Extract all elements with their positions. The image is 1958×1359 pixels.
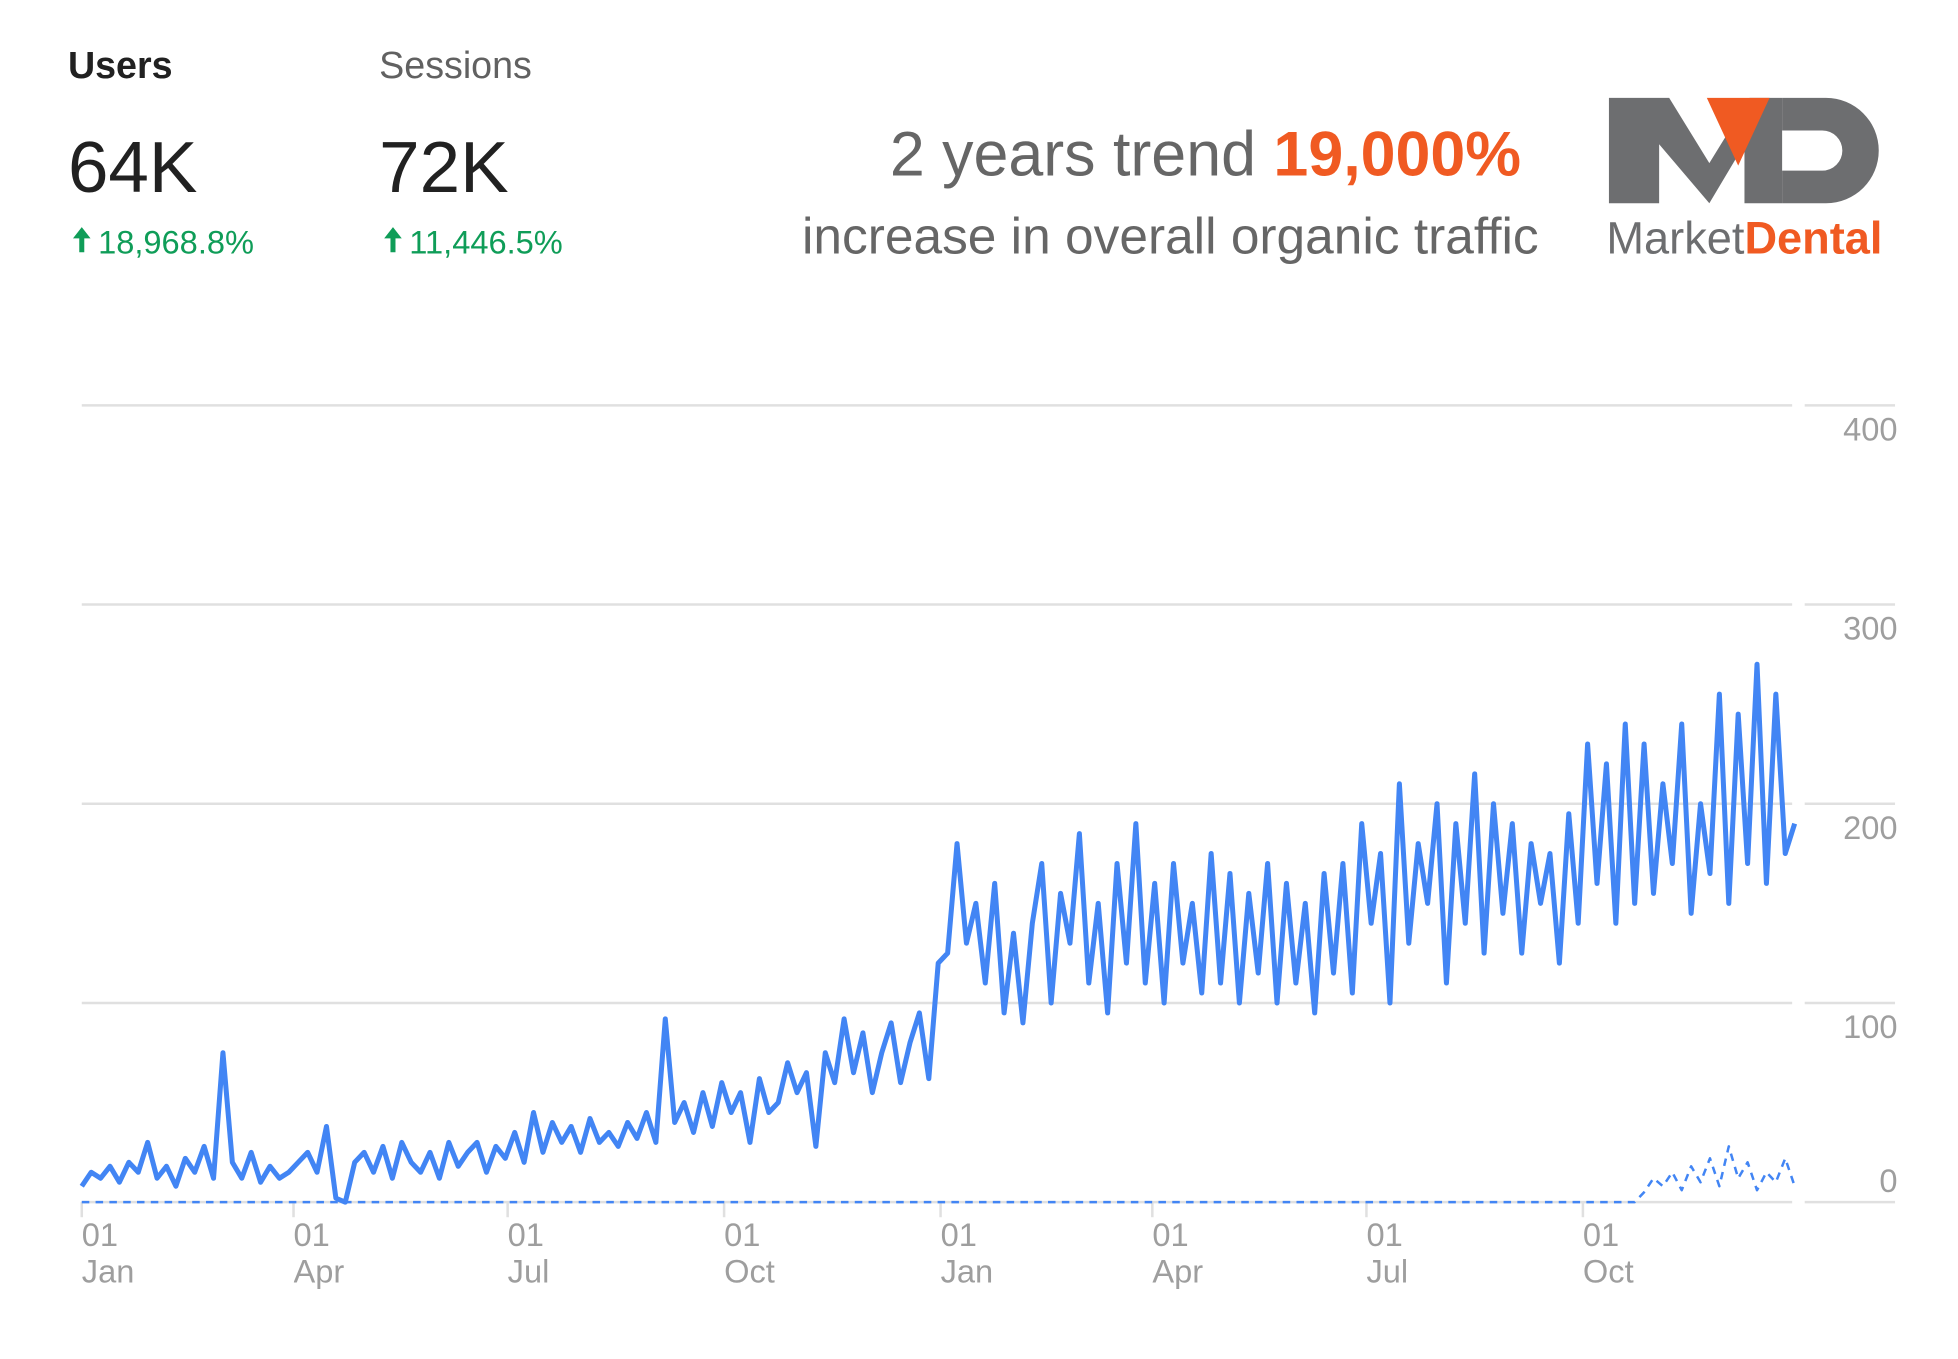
logo: MarketDental — [1606, 97, 1882, 263]
headline-sub: increase in overall organic traffic — [802, 206, 1539, 264]
metric-value: 64K — [68, 127, 197, 208]
metric-label: Sessions — [379, 44, 532, 86]
metric-change: 11,446.5% — [409, 223, 563, 260]
x-tick-label-box: 01 Apr — [293, 1217, 345, 1291]
metric-label: Users — [68, 44, 173, 86]
data-line — [79, 661, 1798, 1205]
metric-value: 72K — [379, 127, 508, 208]
x-tick-label: 01 Apr — [293, 1217, 345, 1291]
x-tick-label-box: 01 Apr — [1152, 1217, 1204, 1291]
x-tick-label-box: 01 Oct — [1582, 1217, 1634, 1291]
x-tick-label: 01 Jan — [81, 1217, 135, 1291]
y-tick-label: 0 — [1879, 1162, 1897, 1199]
logo-wedge — [1706, 97, 1770, 166]
x-tick-label: 01 Oct — [1582, 1217, 1634, 1291]
x-tick-label: 01 Apr — [1152, 1217, 1204, 1291]
headline-lead: 2 years trend — [890, 120, 1256, 190]
logo-d — [1782, 97, 1879, 204]
headline-highlight: 19,000% — [1273, 120, 1521, 190]
logo-right: Dental — [1744, 212, 1882, 263]
logo-text: MarketDental — [1606, 212, 1882, 263]
x-tick-label: 01 Jan — [940, 1217, 994, 1291]
x-tick-label-box: 01 Jul — [507, 1217, 550, 1291]
x-tick-label-box: 01 Jan — [81, 1217, 135, 1291]
x-tick-label: 01 Jul — [507, 1217, 550, 1291]
x-tick-label-box: 01 Jan — [940, 1217, 994, 1291]
up-arrow — [72, 227, 91, 253]
x-tick-label-box: 01 Jul — [1366, 1217, 1409, 1291]
comparison-line — [81, 1145, 1796, 1204]
x-tick-label: 01 Oct — [724, 1217, 775, 1291]
x-tick-label: 01 Jul — [1366, 1217, 1409, 1291]
up-arrow — [384, 227, 402, 253]
metric-change: 18,968.8% — [98, 223, 254, 260]
y-tick-label: 200 — [1843, 809, 1897, 846]
y-tick-label: 300 — [1843, 610, 1897, 647]
headline: 2 years trend 19,000% — [890, 120, 1521, 190]
logo-left: Market — [1606, 212, 1744, 263]
x-tick-label-box: 01 Oct — [724, 1217, 775, 1291]
y-tick-label: 400 — [1843, 410, 1897, 447]
y-tick-label: 100 — [1843, 1008, 1897, 1045]
